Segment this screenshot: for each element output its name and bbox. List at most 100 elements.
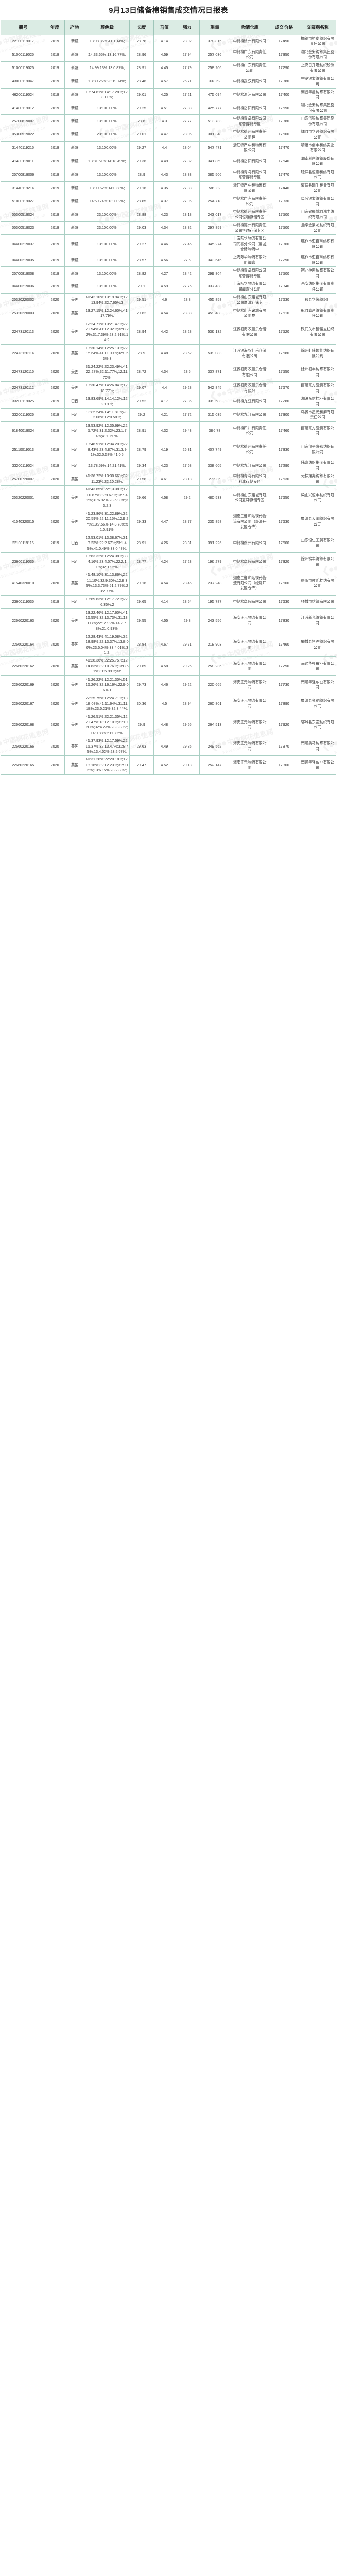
cell-length: 29.69 — [129, 656, 154, 676]
cell-color: 41:43.65%;22:13.38%;12:10.67%;32:9.67%;1… — [84, 485, 130, 510]
table-row: 41540320010 2020 美国 41:48.10%;31:13.86%;22:… — [0, 571, 336, 596]
cell-year: 2020 — [45, 319, 65, 345]
cell-weight: 542.845 — [199, 381, 231, 396]
col-header-color: 颜色级 — [84, 20, 130, 35]
cell-warehouse: 中储棉广东有限责任公司 — [230, 47, 270, 62]
cell-length: 29.36 — [129, 154, 154, 168]
cell-color: 41:42.10%;13:19.94%;12:13.94%;22:7.65%;3 — [84, 293, 130, 307]
cell-length: 28.96 — [129, 47, 154, 62]
cell-length: 29.58 — [129, 472, 154, 486]
cell-mic: 4.47 — [153, 128, 175, 142]
cell-mic: 4.23 — [153, 208, 175, 222]
cell-length: 29.16 — [129, 571, 154, 596]
cell-warehouse: 中储棉阜阳有限公司 — [230, 552, 270, 572]
cell-weight: 235.858 — [199, 509, 231, 534]
cell-buyer: 徐州银丰纺织有限公司 — [298, 362, 336, 382]
cell-bale: 25320220002 — [0, 293, 46, 307]
cell-color: 41:36.72%;13:30.66%;32:11.23%;22:10.28%; — [84, 472, 130, 486]
cell-bale: 25700720007 — [0, 472, 46, 486]
cell-color: 13:74.61%;14:17.28%;12:8.11%; — [84, 88, 130, 102]
cell-length: 29.52 — [129, 395, 154, 409]
table-row: 22473120114 2020 美国 13:30.14%;12:25.13%;22:… — [0, 344, 336, 363]
cell-warehouse: 海安正元物流有限公司 — [230, 755, 270, 775]
cell-color: 22:25.75%;12:24.71%;13:18.08%;41:11.64%;… — [84, 694, 130, 714]
cell-bale: 23600119035 — [0, 595, 46, 609]
table-row: 04400219037 2019 新疆 13:100.00%; 29.27 4.46 27.… — [0, 234, 336, 254]
cell-buyer: 湖北金安纺织集团股份有限公司 — [298, 47, 336, 62]
cell-length: 29.25 — [129, 101, 154, 115]
cell-mic: 4.59 — [153, 280, 175, 294]
cell-str: 27.75 — [174, 280, 200, 294]
cell-buyer: 湖北金安纺织集团股份有限公司 — [298, 101, 336, 115]
cell-year: 2019 — [45, 266, 65, 281]
cell-price: 17500 — [269, 221, 299, 235]
cell-bale: 05300519024 — [0, 208, 46, 222]
cell-origin: 巴西 — [64, 421, 85, 441]
cell-year: 2020 — [45, 485, 65, 510]
table-row: 05300519024 2019 新疆 23:100.00%; 28.88 4.23 28.… — [0, 208, 336, 222]
cell-bale: 22660220167 — [0, 694, 46, 714]
cell-price: 17800 — [269, 755, 299, 775]
table-row: 22100119017 2019 新疆 13:98.86%;41:1.14%; 28.7… — [0, 35, 336, 48]
cell-color: 13:100.00%; — [84, 266, 130, 281]
cell-bale: 22100119017 — [0, 35, 46, 48]
cell-length: 28.46 — [129, 74, 154, 89]
cell-origin: 新疆 — [64, 114, 85, 129]
cell-price: 17550 — [269, 362, 299, 382]
cell-year: 2019 — [45, 47, 65, 62]
cell-weight: 536.132 — [199, 319, 231, 345]
cell-weight: 337.871 — [199, 362, 231, 382]
cell-weight: 264.513 — [199, 713, 231, 738]
cell-buyer: 夏津县金驰纺织有限公司 — [298, 694, 336, 714]
cell-warehouse: 上海际华物流有限公司闻喜分公司（运城仓储物流中 — [230, 234, 270, 254]
cell-color: 13:46.91%;12:34.20%;22:8.43%;23:4.87%;31… — [84, 440, 130, 460]
cell-warehouse: 中储棉德州有限责任公司 — [230, 440, 270, 460]
cell-origin: 美国 — [64, 608, 85, 633]
table-row: 25320220001 2020 美国 41:43.65%;22:13.38%;12:… — [0, 485, 336, 510]
cell-year: 2019 — [45, 74, 65, 89]
sales-report-table: 捆号 年度 产地 颜色级 长度 马值 强力 重量 承储仓库 成交价格 交易商名称… — [0, 20, 336, 775]
cell-year: 2019 — [45, 181, 65, 195]
cell-str: 26.71 — [174, 74, 200, 89]
table-row: 25700819006 2019 新疆 13:100.00%; 28.9 4.43 28.8… — [0, 167, 336, 182]
cell-origin: 美国 — [64, 293, 85, 307]
cell-price: 17290 — [269, 61, 299, 75]
cell-price: 17790 — [269, 656, 299, 676]
cell-length: 29.73 — [129, 675, 154, 695]
cell-bale: 25320220003 — [0, 306, 46, 320]
cell-length: 29.47 — [129, 755, 154, 775]
cell-bale: 46200119024 — [0, 88, 46, 102]
cell-bale: 22660220163 — [0, 608, 46, 633]
cell-bale: 22660220164 — [0, 632, 46, 657]
cell-str: 27.23 — [174, 552, 200, 572]
cell-bale: 22473120113 — [0, 319, 46, 345]
cell-buyer: 伟嘉纺织集团有限公司 — [298, 459, 336, 473]
cell-length: 29.03 — [129, 221, 154, 235]
cell-weight: 339.583 — [199, 395, 231, 409]
cell-buyer: 焦作市汇百川纺织有限公司 — [298, 234, 336, 254]
cell-str: 28.06 — [174, 128, 200, 142]
col-header-strength: 强力 — [174, 20, 200, 35]
cell-str: 29.2 — [174, 485, 200, 510]
table-row: 22100119116 2019 巴西 12:53.01%;13:38.67%;31:… — [0, 533, 336, 553]
cell-weight: 218.903 — [199, 632, 231, 657]
cell-warehouse: 江苏银海农佳乐仓储有限公司 — [230, 319, 270, 345]
cell-buyer: 湖南科创纺织股份有限公司 — [298, 154, 336, 168]
cell-year: 2019 — [45, 280, 65, 294]
cell-origin: 新疆 — [64, 221, 85, 235]
cell-buyer: 山东岱银纺织集团股份有限公司 — [298, 114, 336, 129]
cell-mic: 4.47 — [153, 509, 175, 534]
cell-weight: 345.274 — [199, 234, 231, 254]
cell-length: 28.77 — [129, 552, 154, 572]
cell-color: 13:85.54%;14:11.81%;23:2.06%;12:0.58%; — [84, 408, 130, 422]
table-row: 25700819007 2019 新疆 13:100.00%; 28.6 4.3 27.77… — [0, 114, 336, 129]
cell-length: 28.82 — [129, 266, 154, 281]
cell-buyer: 南通华强布业有限公司 — [298, 675, 336, 695]
report-page: ❮●● 中国棉花信息网 www.cottonchina.org.cn ❮●● 中国棉花信… — [0, 0, 337, 775]
cell-price: 17610 — [269, 306, 299, 320]
cell-mic: 4.55 — [153, 608, 175, 633]
cell-str: 28.82 — [174, 221, 200, 235]
cell-price: 17590 — [269, 101, 299, 115]
cell-str: 28.31 — [174, 533, 200, 553]
cell-bale: 33200119026 — [0, 408, 46, 422]
